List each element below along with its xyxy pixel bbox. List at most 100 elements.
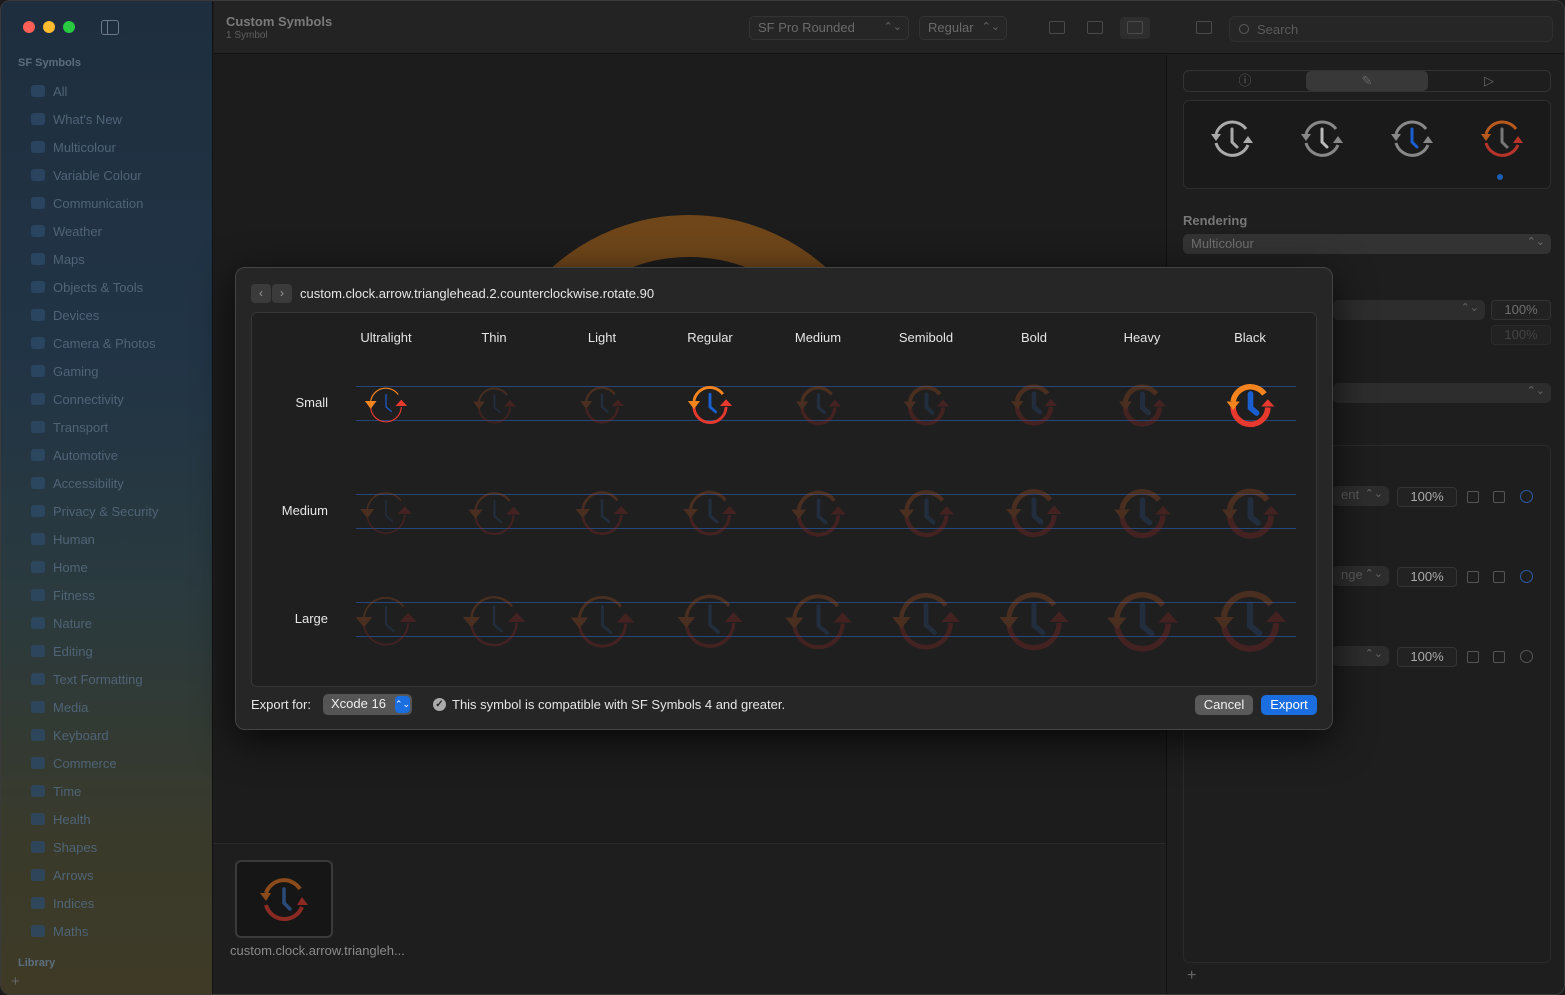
clock-arrow-icon[interactable] — [457, 582, 531, 656]
gallery-view-button[interactable] — [1120, 17, 1150, 39]
clock-arrow-icon[interactable] — [1216, 477, 1285, 546]
sidebar-item[interactable]: Connectivity — [1, 385, 213, 413]
layer-row-select[interactable]: ⌃⌄ — [1333, 646, 1389, 666]
colour-well-icon[interactable] — [1493, 491, 1505, 503]
clock-arrow-icon[interactable] — [1102, 579, 1183, 660]
clock-arrow-icon[interactable] — [354, 479, 418, 543]
sidebar-item[interactable]: Automotive — [1, 441, 213, 469]
clock-arrow-icon[interactable] — [1004, 373, 1064, 433]
cancel-button[interactable]: Cancel — [1195, 695, 1253, 715]
colour-well-icon[interactable] — [1493, 651, 1505, 663]
tab-rendering[interactable]: ✎ — [1306, 71, 1428, 91]
symbol-thumbnail[interactable] — [235, 860, 333, 938]
clock-arrow-icon[interactable] — [887, 580, 965, 658]
sidebar-item[interactable]: Multicolour — [1, 133, 213, 161]
tab-info[interactable]: ⓘ — [1238, 73, 1252, 88]
sidebar-item[interactable]: Nature — [1, 609, 213, 637]
clock-arrow-icon[interactable] — [893, 478, 960, 545]
next-symbol-button[interactable]: › — [272, 284, 292, 303]
tab-animation[interactable]: ▷ — [1484, 73, 1494, 88]
sidebar-item[interactable]: Time — [1, 777, 213, 805]
sidebar-item[interactable]: Transport — [1, 413, 213, 441]
clock-arrow-icon[interactable] — [897, 374, 956, 433]
sidebar-item[interactable]: All — [1, 77, 213, 105]
clock-arrow-icon[interactable] — [565, 582, 640, 657]
remove-layer-icon[interactable] — [1520, 570, 1533, 583]
layer-row-select[interactable]: nge ⌃⌄ — [1333, 566, 1389, 586]
weight-select[interactable]: Regular ⌃⌄ — [919, 16, 1007, 40]
clock-arrow-icon[interactable] — [358, 375, 414, 431]
layer-opacity-field[interactable]: 100% — [1397, 647, 1457, 667]
monochrome-mode-icon[interactable] — [1209, 117, 1255, 159]
sidebar-item[interactable]: Arrows — [1, 861, 213, 889]
clock-arrow-icon[interactable] — [789, 374, 848, 433]
clock-arrow-icon[interactable] — [780, 581, 857, 658]
zoom-window-button[interactable] — [63, 21, 75, 33]
sidebar-item[interactable]: Editing — [1, 637, 213, 665]
clock-arrow-icon[interactable] — [573, 374, 631, 432]
sidebar-item[interactable]: What's New — [1, 105, 213, 133]
layer-row-select[interactable]: ent ⌃⌄ — [1333, 486, 1389, 506]
clock-arrow-icon[interactable] — [1220, 373, 1281, 434]
hierarchical-mode-icon[interactable] — [1299, 117, 1345, 159]
clock-arrow-icon[interactable] — [677, 478, 743, 544]
search-field[interactable]: Search — [1229, 16, 1553, 42]
sidebar-item[interactable]: Fitness — [1, 581, 213, 609]
clock-arrow-icon[interactable] — [1108, 477, 1177, 546]
duplicate-icon[interactable] — [1467, 571, 1479, 583]
sidebar-item[interactable]: Indices — [1, 889, 213, 917]
duplicate-icon[interactable] — [1467, 651, 1479, 663]
colour-well-icon[interactable] — [1493, 571, 1505, 583]
layer-opacity-field[interactable]: 100% — [1397, 567, 1457, 587]
clock-arrow-icon[interactable] — [672, 581, 748, 657]
palette-mode-icon[interactable] — [1389, 117, 1435, 159]
sidebar-item[interactable]: Human — [1, 525, 213, 553]
clock-arrow-icon[interactable] — [466, 375, 523, 432]
clock-arrow-icon[interactable] — [994, 579, 1074, 659]
add-layer-button[interactable]: + — [1187, 967, 1197, 984]
sidebar-item[interactable]: Communication — [1, 189, 213, 217]
sidebar-item[interactable]: Camera & Photos — [1, 329, 213, 357]
clock-arrow-icon[interactable] — [1000, 477, 1068, 545]
minimize-window-button[interactable] — [43, 21, 55, 33]
remove-layer-icon[interactable] — [1520, 650, 1533, 663]
sidebar-item[interactable]: Text Formatting — [1, 665, 213, 693]
inspector-toggle-button[interactable] — [1189, 17, 1219, 39]
sidebar-item[interactable]: Keyboard — [1, 721, 213, 749]
clock-arrow-icon[interactable] — [462, 479, 527, 544]
clock-arrow-icon[interactable] — [350, 583, 422, 655]
clock-arrow-icon[interactable] — [681, 374, 739, 432]
export-target-select[interactable]: Xcode 16 ⌃⌄ — [323, 694, 412, 715]
sidebar-item[interactable]: Commerce — [1, 749, 213, 777]
sidebar-toggle-icon[interactable] — [101, 20, 119, 35]
sidebar-item[interactable]: Accessibility — [1, 469, 213, 497]
font-select[interactable]: SF Pro Rounded ⌃⌄ — [749, 16, 909, 40]
layer-opacity-field[interactable]: 100% — [1397, 487, 1457, 507]
sidebar-item[interactable]: Gaming — [1, 357, 213, 385]
grid-view-button[interactable] — [1042, 17, 1072, 39]
layer-mode-select[interactable]: ⌃⌄ — [1333, 383, 1551, 403]
sidebar-item[interactable]: Shapes — [1, 833, 213, 861]
multicolour-mode-icon[interactable] — [1479, 117, 1525, 159]
list-view-button[interactable] — [1080, 17, 1110, 39]
rendering-select[interactable]: Multicolour ⌃⌄ — [1183, 234, 1551, 254]
sidebar-item[interactable]: Objects & Tools — [1, 273, 213, 301]
sidebar-item[interactable]: Home — [1, 553, 213, 581]
sidebar-item[interactable]: Maps — [1, 245, 213, 273]
sidebar-item[interactable]: Variable Colour — [1, 161, 213, 189]
clock-arrow-icon[interactable] — [785, 478, 852, 545]
opacity-field[interactable]: 100% — [1491, 300, 1551, 320]
remove-layer-icon[interactable] — [1520, 490, 1533, 503]
clock-arrow-icon[interactable] — [1209, 578, 1291, 660]
colour-select[interactable]: ⌃⌄ — [1333, 300, 1485, 320]
previous-symbol-button[interactable]: ‹ — [251, 284, 271, 303]
sidebar-item[interactable]: Health — [1, 805, 213, 833]
sidebar-item[interactable]: Media — [1, 693, 213, 721]
duplicate-icon[interactable] — [1467, 491, 1479, 503]
sidebar-item[interactable]: Maths — [1, 917, 213, 945]
sidebar-item[interactable]: Privacy & Security — [1, 497, 213, 525]
clock-arrow-icon[interactable] — [569, 478, 635, 544]
sidebar-item[interactable]: Weather — [1, 217, 213, 245]
sidebar-item[interactable]: Devices — [1, 301, 213, 329]
clock-arrow-icon[interactable] — [1112, 373, 1173, 434]
